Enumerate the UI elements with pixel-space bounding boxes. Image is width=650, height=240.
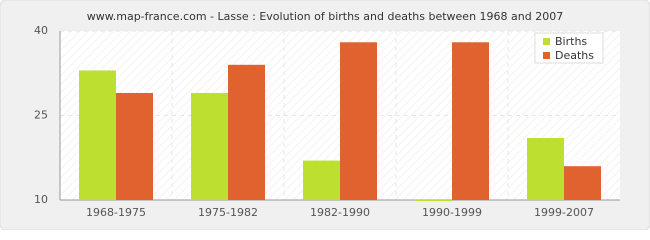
bar — [340, 42, 377, 201]
bar — [191, 92, 228, 200]
y-tick-label: 10 — [34, 193, 48, 206]
legend-swatch — [543, 52, 550, 59]
legend-label: Births — [555, 35, 587, 48]
chart: www.map-france.com - Lasse : Evolution o… — [0, 0, 650, 230]
bar — [527, 138, 564, 200]
bar — [564, 166, 601, 200]
legend-swatch — [543, 38, 550, 45]
chart-title: www.map-france.com - Lasse : Evolution o… — [87, 10, 563, 23]
bar — [228, 64, 265, 200]
y-tick-label: 40 — [34, 24, 48, 37]
x-tick-label: 1975-1982 — [198, 206, 258, 219]
legend-label: Deaths — [555, 49, 594, 62]
x-tick-label: 1968-1975 — [86, 206, 146, 219]
x-tick-label: 1982-1990 — [310, 206, 370, 219]
bar — [303, 160, 340, 200]
x-tick-label: 1990-1999 — [422, 206, 482, 219]
bar — [415, 200, 452, 201]
bar — [79, 70, 116, 200]
bar — [452, 42, 489, 201]
bar — [116, 92, 153, 200]
y-tick-label: 25 — [34, 109, 48, 122]
x-tick-label: 1999-2007 — [534, 206, 594, 219]
